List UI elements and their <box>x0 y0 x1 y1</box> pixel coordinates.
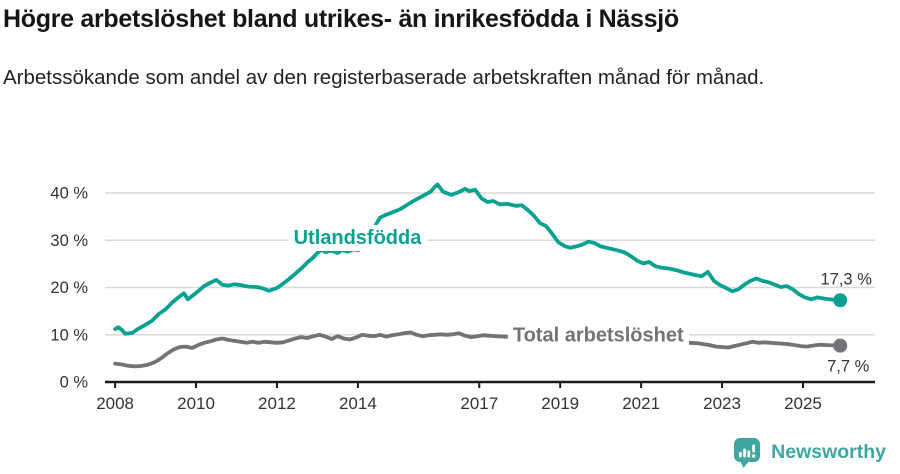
x-tick-label: 2019 <box>541 394 579 413</box>
x-tick-label: 2017 <box>460 394 498 413</box>
brand-name: Newsworthy <box>771 441 886 463</box>
y-tick-label: 10 % <box>50 326 88 344</box>
x-tick-label: 2023 <box>703 394 741 413</box>
x-tick-label: 2021 <box>622 394 660 413</box>
end-value-label-total: 7,7 % <box>827 358 870 376</box>
series-label-bg-utlandsfodda <box>288 224 428 251</box>
end-dot-utlandsfodda <box>833 293 848 308</box>
series-label-utlandsfodda: Utlandsfödda <box>294 227 423 249</box>
series-line-total <box>113 330 843 369</box>
y-tick-label: 0 % <box>60 374 89 392</box>
newsworthy-attribution: Newsworthy <box>732 436 886 469</box>
series-label-total: Total arbetslöshet <box>513 325 684 347</box>
series-line-utlandsfodda <box>113 182 843 336</box>
x-tick-label: 2008 <box>96 394 134 413</box>
y-tick-label: 20 % <box>50 279 88 297</box>
end-value-label-utlandsfodda: 17,3 % <box>821 270 873 288</box>
end-dot-total <box>833 338 848 353</box>
x-tick-label: 2025 <box>784 394 822 413</box>
chart-title: Högre arbetslöshet bland utrikes- än inr… <box>3 5 679 33</box>
series-label-bg-total <box>507 322 689 349</box>
y-tick-label: 40 % <box>50 185 88 203</box>
x-tick-label: 2010 <box>177 394 215 413</box>
x-tick-label: 2014 <box>339 394 377 413</box>
newsworthy-logo-icon <box>734 438 761 468</box>
y-tick-label: 30 % <box>50 232 88 250</box>
x-tick-label: 2012 <box>258 394 296 413</box>
chart-subtitle: Arbetssökande som andel av den registerb… <box>3 66 765 89</box>
